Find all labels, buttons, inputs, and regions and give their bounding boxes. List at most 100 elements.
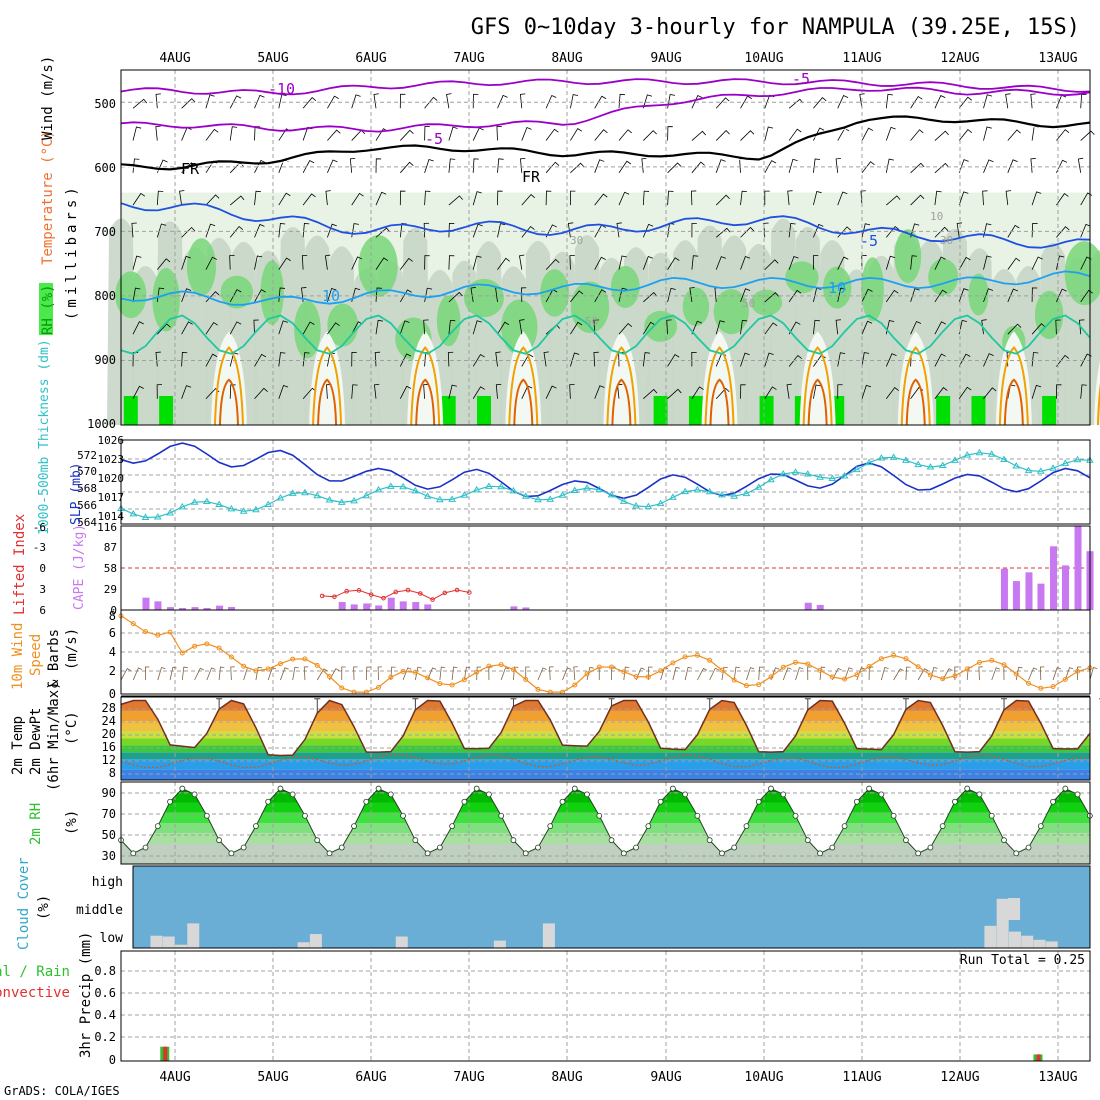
- wind-barb: [545, 94, 557, 109]
- wind10m-barb: [451, 666, 458, 681]
- contour-label: -10: [268, 80, 295, 98]
- wind10m-barb: [942, 668, 953, 681]
- wind-barb: [861, 288, 873, 303]
- rh-shading: [107, 192, 1100, 425]
- wind-barb: [545, 258, 560, 270]
- wind-barb: [472, 320, 482, 335]
- precip-panel: Run Total = 0.25 0.8 0.6 0.4 0.2 0 Total…: [0, 932, 1091, 1067]
- rh2m-marker: [706, 837, 713, 844]
- rh-green-patch: [610, 265, 640, 308]
- rh-label: 10: [930, 210, 943, 223]
- cape-bar: [216, 605, 224, 610]
- cape-bar: [412, 602, 420, 610]
- wind-barb: [545, 224, 557, 238]
- run-total: Run Total = 0.25: [960, 953, 1085, 968]
- isotherm-darkorange: [415, 378, 436, 426]
- wind-barb: [545, 161, 560, 174]
- wind-barb: [570, 162, 585, 174]
- wind-barb: [131, 222, 137, 238]
- wind10m-barb: [439, 666, 446, 681]
- wind-barb: [278, 385, 289, 399]
- wind-barb: [570, 190, 576, 206]
- contour-label: FR: [181, 160, 200, 178]
- wind-barb: [594, 95, 607, 109]
- rh2m-yticks: 90 70 50 30: [102, 786, 116, 863]
- wind-barb: [472, 223, 483, 238]
- cape-bar: [154, 601, 162, 610]
- wind10m-barb: [844, 667, 853, 681]
- wind10m-frame: [120, 609, 1091, 695]
- wind-barb: [519, 93, 526, 109]
- rh2m-marker: [498, 812, 505, 819]
- thickness-marker: [301, 488, 309, 496]
- temperature-contours: [120, 78, 1100, 426]
- wind-barb: [567, 222, 574, 238]
- bottom-day-label: 8AUG: [551, 1070, 582, 1085]
- wind-barb: [642, 256, 653, 270]
- wind-tick: 8: [109, 609, 116, 623]
- wind-barb: [1080, 289, 1093, 303]
- wind-barb: [666, 319, 672, 335]
- cape-bar: [1037, 583, 1045, 610]
- wind-barb: [156, 258, 171, 270]
- rh2m-marker: [142, 844, 149, 851]
- wind-barb: [1056, 129, 1070, 141]
- wind-barb: [229, 95, 242, 109]
- rh2m-marker: [203, 812, 210, 819]
- cape-bar: [816, 604, 824, 610]
- thickness-marker: [411, 486, 420, 494]
- wind-barb: [1007, 323, 1022, 335]
- thickness-marker: [767, 475, 775, 483]
- thickness-marker: [202, 497, 211, 505]
- wind-barb: [205, 128, 219, 141]
- wind-barb: [594, 289, 607, 303]
- wind10m-barb: [303, 666, 309, 681]
- rh2m-frame: [120, 781, 1091, 865]
- wind10m-barb: [218, 666, 225, 681]
- thickness-marker: [963, 451, 972, 458]
- rh-green-patch: [823, 266, 852, 309]
- wind-barb: [1056, 354, 1070, 367]
- dry-column: [701, 331, 738, 425]
- rh-green-patch: [436, 295, 461, 347]
- thickness-marker: [1036, 467, 1045, 474]
- wind-barb: [254, 255, 263, 270]
- wind-barb: [618, 255, 627, 270]
- max-whisker: [608, 698, 615, 706]
- thickness-tick: 572: [77, 449, 97, 462]
- wind-speed-marker: [326, 674, 332, 680]
- precip-conv-bar: [1036, 1054, 1041, 1061]
- wind-barb: [813, 319, 820, 335]
- thickness-marker: [644, 502, 653, 510]
- wind-tick: 0: [109, 687, 116, 701]
- li-tick: 6: [39, 604, 46, 617]
- wind10m-barb: [1052, 667, 1062, 681]
- isotherm-darkorange: [611, 378, 632, 426]
- cape-bar: [1050, 546, 1057, 610]
- wind10m-barb: [206, 667, 216, 681]
- wind-barb: [691, 255, 699, 270]
- slp-tick: 1014: [98, 510, 125, 523]
- wind10m-barb: [353, 666, 358, 681]
- wind10m-barb: [280, 667, 289, 681]
- wind-barb: [495, 351, 501, 367]
- wind-barb: [375, 257, 389, 270]
- thickness-marker: [730, 492, 739, 499]
- rh2m-marker: [755, 798, 762, 805]
- wind-barb: [472, 158, 479, 173]
- wind-barb: [642, 190, 650, 206]
- temp2m-grid: [121, 697, 1090, 780]
- top-day-label: 12AUG: [940, 51, 979, 66]
- rh2m-marker: [216, 837, 223, 844]
- rh-blob: [769, 218, 798, 425]
- thickness-marker: [1024, 466, 1033, 474]
- wind-barb: [788, 98, 804, 109]
- rh2m-marker: [400, 812, 406, 819]
- wind-barb: [764, 126, 774, 141]
- contour-label: -5: [860, 232, 878, 250]
- ytick-900: 900: [94, 353, 116, 367]
- wind-barb: [983, 353, 994, 367]
- rh2m-marker: [191, 791, 198, 798]
- wind-barb: [373, 93, 379, 109]
